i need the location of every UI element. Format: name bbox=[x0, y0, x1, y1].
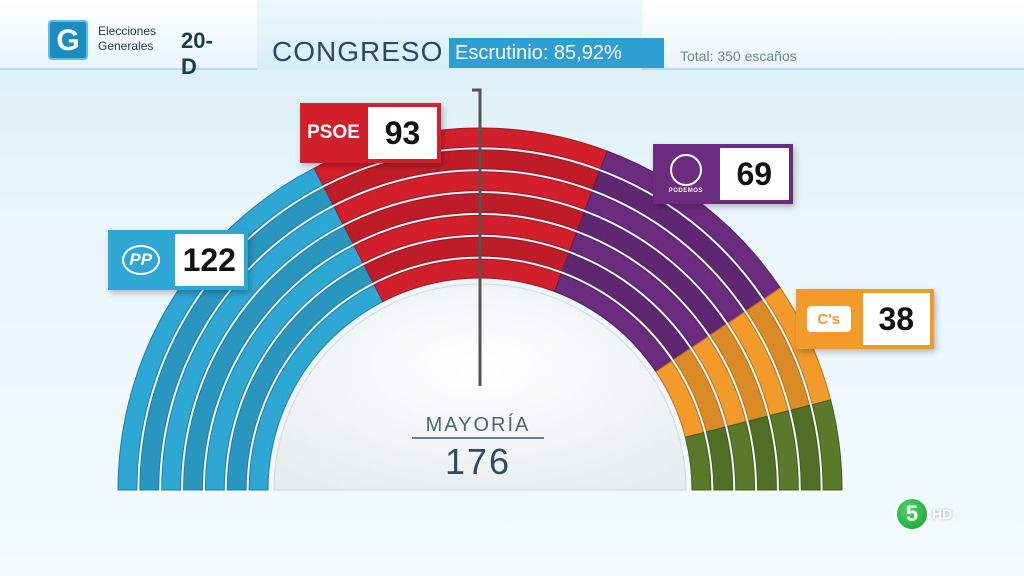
podemos-logo-text: PODEMOS bbox=[668, 188, 703, 194]
chamber-title: CONGRESO bbox=[272, 36, 444, 67]
psoe-seat-count: 93 bbox=[368, 107, 437, 159]
seat-arc-others-row-6 bbox=[790, 404, 821, 491]
majority-dome bbox=[273, 283, 687, 491]
podemos-seat-count: 69 bbox=[719, 148, 789, 200]
majority-label: MAYORÍA bbox=[425, 414, 531, 436]
podemos-circle-icon bbox=[669, 154, 702, 186]
cs-logo-text: C's bbox=[806, 306, 851, 332]
party-label-cs: C's 38 bbox=[796, 289, 934, 349]
seat-arc-others-row-4 bbox=[748, 415, 777, 491]
channel-hd-label: HD bbox=[932, 506, 953, 522]
seat-arc-others-row-7 bbox=[811, 399, 843, 491]
majority-divider bbox=[412, 437, 544, 439]
logo-line-2: Generales bbox=[98, 39, 154, 53]
election-logo: G Elecciones Generales 20-D bbox=[48, 20, 228, 79]
logo-text: Elecciones Generales bbox=[98, 24, 178, 54]
cs-seat-count: 38 bbox=[862, 293, 930, 345]
channel-logo: 5 bbox=[895, 497, 929, 531]
pp-logo-icon: PP bbox=[112, 234, 170, 286]
party-label-pp: PP 122 bbox=[108, 230, 248, 290]
seat-arc-others-row-3 bbox=[727, 421, 756, 491]
seat-arcs bbox=[117, 127, 843, 491]
cs-logo-icon: C's bbox=[800, 293, 858, 345]
pp-logo-text: PP bbox=[121, 245, 160, 275]
party-label-podemos: PODEMOS 69 bbox=[653, 144, 793, 204]
party-label-psoe: PSOE 93 bbox=[300, 103, 441, 163]
majority-value: 176 bbox=[444, 441, 512, 482]
logo-letter: G bbox=[48, 20, 88, 60]
seat-arc-others-row-2 bbox=[705, 426, 734, 491]
seat-arc-others-row-1 bbox=[684, 431, 712, 491]
logo-line-1: Elecciones bbox=[98, 24, 157, 38]
logo-edition: 20-D bbox=[181, 28, 213, 79]
center-marker bbox=[472, 88, 482, 386]
seat-arc-others-row-5 bbox=[769, 410, 799, 491]
scrutiny-badge: Escrutinio: 85,92% bbox=[449, 38, 664, 68]
total-seats-label: Total: 350 escaños bbox=[680, 48, 797, 64]
pp-seat-count: 122 bbox=[174, 234, 244, 286]
podemos-logo-icon: PODEMOS bbox=[657, 148, 715, 200]
psoe-logo: PSOE bbox=[307, 122, 360, 143]
